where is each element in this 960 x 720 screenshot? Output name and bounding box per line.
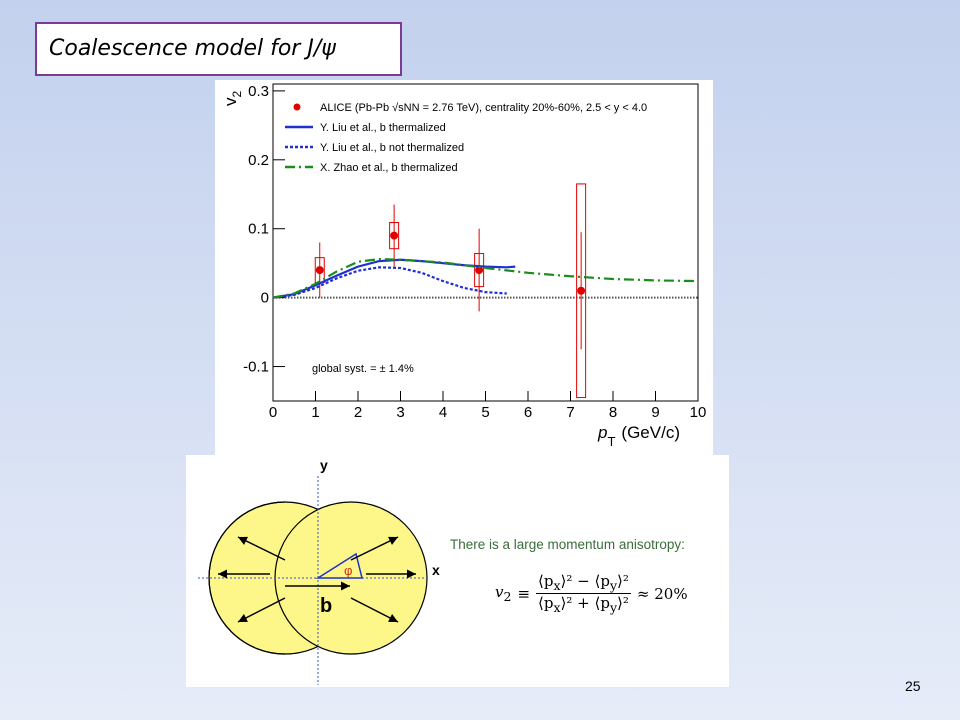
y-tick-label: 0.1 xyxy=(248,221,269,238)
x-tick-label: 8 xyxy=(609,404,617,421)
data-point xyxy=(390,231,399,240)
x-tick-label: 5 xyxy=(481,404,489,421)
x-tick-label: 9 xyxy=(651,404,659,421)
formula-lhs: v2 xyxy=(495,583,511,604)
sub: 2 xyxy=(503,589,512,604)
numerator: ⟨px⟩² − ⟨py⟩² xyxy=(536,572,631,594)
x-tick-label: 10 xyxy=(690,404,707,421)
x-tick-label: 3 xyxy=(396,404,404,421)
fraction: ⟨px⟩² − ⟨py⟩² ⟨px⟩² + ⟨py⟩² xyxy=(536,572,631,615)
model-curve xyxy=(272,257,699,299)
v: v xyxy=(495,583,504,601)
y-tick-label: -0.1 xyxy=(243,359,269,376)
overlap-edge xyxy=(208,501,286,655)
y-axis-title-sub: 2 xyxy=(230,91,244,98)
syst-box xyxy=(389,222,400,250)
legend-label: X. Zhao et al., b thermalized xyxy=(320,162,458,174)
legend-label: Y. Liu et al., b not thermalized xyxy=(320,142,464,154)
data-point xyxy=(577,286,586,295)
rhs: ≈ 20% xyxy=(636,584,688,603)
syst-box xyxy=(474,253,485,288)
legend-marker xyxy=(293,103,301,111)
y-axis-title: v2 xyxy=(221,91,244,107)
x-tick-label: 7 xyxy=(566,404,574,421)
y-tick-label: 0 xyxy=(261,290,269,307)
denominator: ⟨px⟩² + ⟨py⟩² xyxy=(538,594,629,615)
anisotropy-text: There is a large momentum anisotropy: xyxy=(450,537,685,552)
y-axis-title-main: v xyxy=(221,97,240,106)
arrows xyxy=(218,536,416,623)
x-tick-label: 6 xyxy=(524,404,532,421)
equiv: ≡ xyxy=(517,584,531,603)
slide-title: Coalescence model for J/ψ xyxy=(35,22,402,76)
x-tick-label: 0 xyxy=(269,404,277,421)
y-tick-label: 0.3 xyxy=(248,83,269,100)
data-point xyxy=(315,266,324,275)
x-tick-label: 2 xyxy=(354,404,362,421)
chart-background xyxy=(215,80,713,455)
page-number: 25 xyxy=(905,678,921,694)
x-tick-label: 4 xyxy=(439,404,447,421)
y-tick-label: 0.2 xyxy=(248,152,269,169)
syst-box xyxy=(576,183,587,399)
x-axis-title: pT (GeV/c) xyxy=(597,423,680,449)
x-axis-title-sub: T xyxy=(607,434,615,449)
phi-label: φ xyxy=(344,563,352,578)
x-tick-label: 1 xyxy=(311,404,319,421)
y-label: y xyxy=(320,457,328,473)
b-label: b xyxy=(320,595,332,617)
formula: v2 ≡ ⟨px⟩² − ⟨py⟩² ⟨px⟩² + ⟨py⟩² ≈ 20% xyxy=(495,572,688,615)
x-label: x xyxy=(432,562,440,578)
x-axis-title-unit: (GeV/c) xyxy=(621,423,680,442)
model-curve xyxy=(272,266,507,299)
x-axis-title-main: p xyxy=(597,423,607,442)
phi-wedge xyxy=(315,552,363,579)
legend-label: Y. Liu et al., b thermalized xyxy=(320,122,446,134)
legend-label: ALICE (Pb-Pb √sNN = 2.76 TeV), centralit… xyxy=(320,102,647,114)
data-point xyxy=(475,266,484,275)
annotation: global syst. = ± 1.4% xyxy=(312,363,414,375)
